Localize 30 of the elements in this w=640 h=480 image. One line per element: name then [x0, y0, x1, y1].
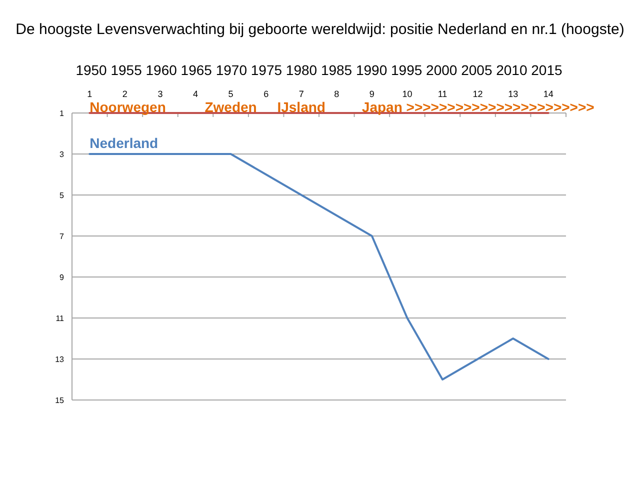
x-tick-label: 2: [122, 89, 128, 99]
x-tick-label: 10: [402, 89, 412, 99]
y-tick-label: 7: [60, 232, 65, 241]
x-tick-label: 5: [228, 89, 234, 99]
line-series: [88, 153, 550, 380]
y-tick-label: 5: [60, 191, 65, 200]
y-tick-label: 15: [55, 396, 65, 405]
x2-axis-title: 1950 1955 1960 1965 1970 1975 1980 1985 1990 1995 2000 2005 2010 2015: [76, 62, 563, 78]
series-label: Nederland: [90, 135, 158, 151]
y-tick-label: 1: [60, 109, 65, 118]
y-tick-label: 9: [60, 273, 65, 282]
annotation: Zweden: [204, 99, 257, 115]
x-tick-label: 9: [369, 89, 374, 99]
y-tick-label: 3: [60, 150, 65, 159]
x-tick-label: 8: [334, 89, 340, 99]
x-tick-label: 1: [87, 89, 92, 99]
y-tick-label: 13: [55, 355, 65, 364]
x-tick-label: 6: [264, 89, 269, 99]
x-tick-label: 14: [543, 89, 554, 99]
x-tick-label: 13: [508, 89, 518, 99]
annotation: Japan >>>>>>>>>>>>>>>>>>>>>>>: [362, 99, 594, 115]
chart-title: De hoogste Levensverwachting bij geboorte wereldwijd: positie Nederland en nr.1 (hoogste): [16, 21, 624, 38]
x-tick-label: 12: [472, 89, 483, 99]
annotation: IJsland: [277, 99, 326, 115]
x-tick-label: 11: [438, 89, 448, 99]
annotation: Noorwegen: [90, 99, 166, 115]
x-tick-label: 4: [192, 89, 198, 99]
x-tick-label: 7: [298, 89, 304, 99]
x-tick-label: 3: [158, 89, 163, 99]
y-tick-label: 11: [56, 314, 65, 323]
